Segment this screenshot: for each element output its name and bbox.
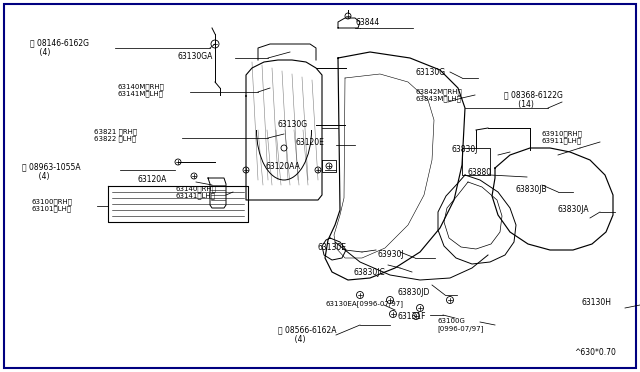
Text: ^630*0.70: ^630*0.70 [574, 348, 616, 357]
Text: 63120AA: 63120AA [265, 162, 300, 171]
Text: 63131F: 63131F [397, 312, 426, 321]
Text: 63130G: 63130G [278, 120, 308, 129]
Text: 63130G: 63130G [415, 68, 445, 77]
Text: 63120A: 63120A [138, 175, 168, 184]
Text: 63830J: 63830J [452, 145, 479, 154]
Text: 63130E: 63130E [318, 243, 347, 252]
Text: 63140〈RH〉
63141〈LH〉: 63140〈RH〉 63141〈LH〉 [175, 185, 216, 199]
Text: 63140M〈RH〉
63141M〈LH〉: 63140M〈RH〉 63141M〈LH〉 [118, 83, 165, 97]
Text: Ⓢ 08566-6162A
       (4): Ⓢ 08566-6162A (4) [278, 325, 337, 344]
Text: 63930J: 63930J [377, 250, 404, 259]
Text: 63880: 63880 [468, 168, 492, 177]
Text: 63130EA[0996-07/97]: 63130EA[0996-07/97] [326, 300, 404, 307]
Text: 63910〈RH〉
63911〈LH〉: 63910〈RH〉 63911〈LH〉 [542, 130, 583, 144]
Text: Ⓑ 08146-6162G
    (4): Ⓑ 08146-6162G (4) [30, 38, 89, 57]
Text: 63830JC: 63830JC [354, 268, 386, 277]
Text: Ⓝ 08963-1055A
       (4): Ⓝ 08963-1055A (4) [22, 162, 81, 182]
Text: 63830JA: 63830JA [557, 205, 589, 214]
Text: 63100G
[0996-07/97]: 63100G [0996-07/97] [437, 318, 483, 332]
Text: Ⓑ 08368-6122G
      (14): Ⓑ 08368-6122G (14) [504, 90, 563, 109]
Text: 63120E: 63120E [296, 138, 325, 147]
Text: 63842M〈RH〉
63843M〈LH〉: 63842M〈RH〉 63843M〈LH〉 [415, 88, 461, 102]
Text: 63100〈RH〉
63101〈LH〉: 63100〈RH〉 63101〈LH〉 [32, 198, 73, 212]
Text: 63821 〈RH〉
63822 〈LH〉: 63821 〈RH〉 63822 〈LH〉 [94, 128, 137, 142]
Text: 63844: 63844 [355, 18, 380, 27]
Text: 63130H: 63130H [582, 298, 612, 307]
Text: 63830JB: 63830JB [515, 185, 547, 194]
Text: 63130GA: 63130GA [178, 52, 213, 61]
Text: 63830JD: 63830JD [398, 288, 430, 297]
